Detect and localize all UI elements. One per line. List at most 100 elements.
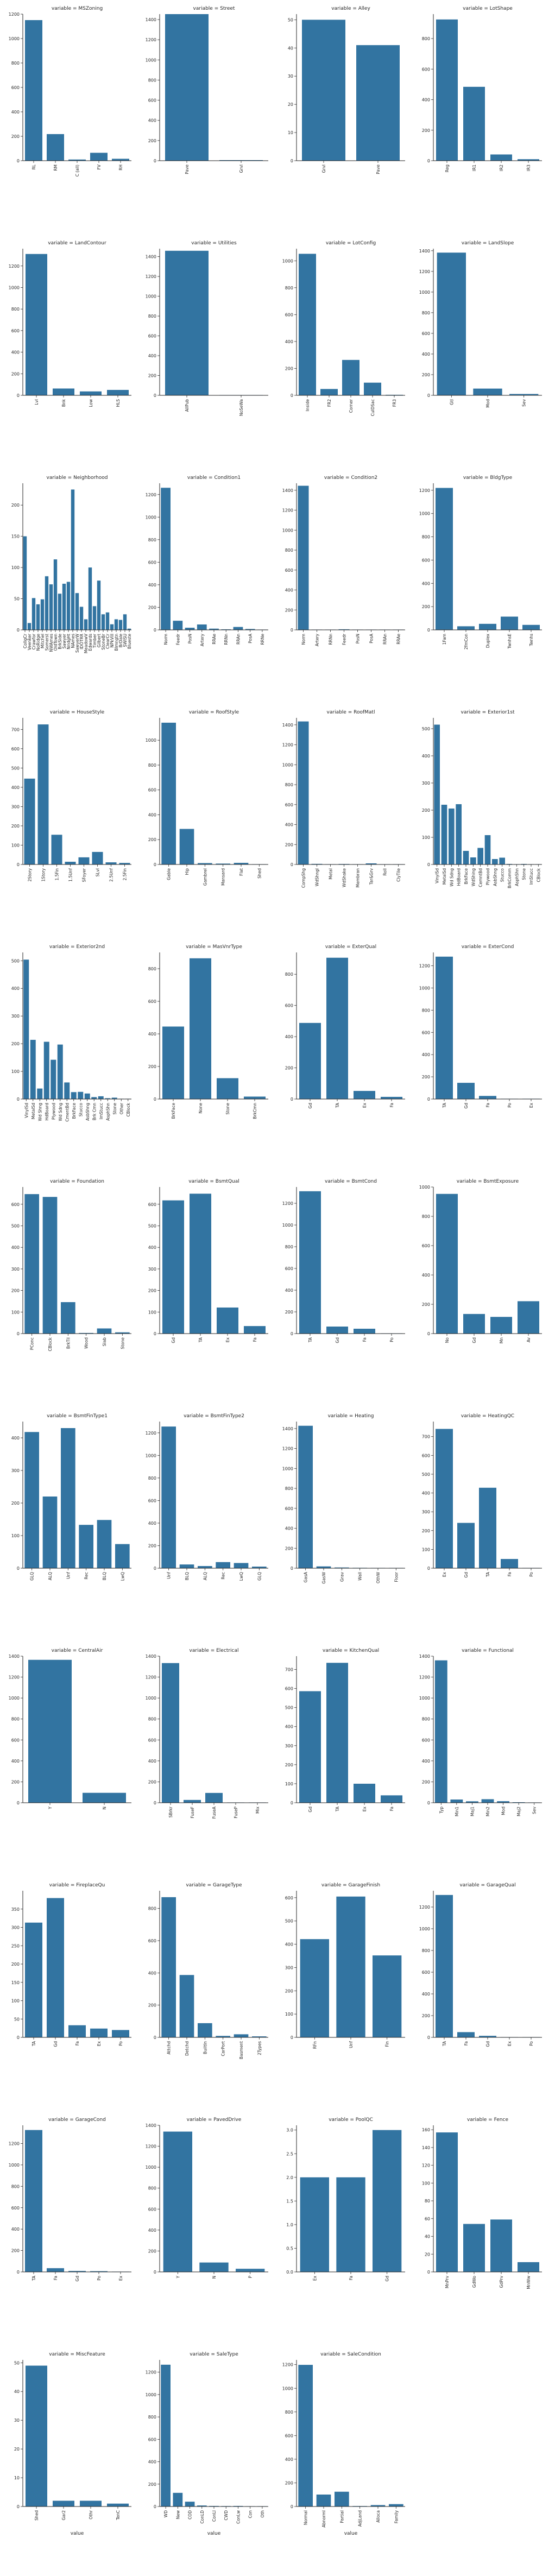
y-tick-label: 300: [422, 1510, 430, 1514]
bar-TA: [25, 2130, 42, 2272]
bar-Fa: [68, 2025, 86, 2037]
y-tick-label: 200: [422, 128, 430, 133]
facet-title: variable = HouseStyle: [50, 710, 105, 715]
x-tick-label: Corner: [349, 399, 354, 413]
facet-24: variable = BsmtExposure 0 200 400 600 800 1000…: [419, 1179, 542, 1343]
y-tick-label: 1200: [146, 37, 156, 42]
x-tick-label: Plywood: [51, 1103, 56, 1120]
y-tick-label: 1000: [146, 738, 156, 743]
y-tick-label: 800: [148, 314, 156, 319]
y-tick-label: 500: [11, 958, 20, 963]
x-tick-label: GLQ: [30, 1572, 35, 1581]
bar-ClearCr: [105, 612, 110, 630]
y-tick-label: 1000: [419, 1185, 430, 1190]
facet-title: variable = MiscFeature: [49, 2352, 105, 2357]
x-tick-label: Gd: [472, 1337, 477, 1343]
x-tick-label: Mix: [255, 1806, 260, 1814]
facet-title: variable = PoolQC: [329, 2117, 373, 2123]
x-tick-label: Ex: [312, 2275, 317, 2281]
bar-GasW: [316, 1566, 331, 1568]
y-tick-label: 0: [427, 862, 430, 867]
bar-Mansard: [216, 863, 230, 864]
y-tick-label: 20: [425, 2252, 430, 2257]
x-tick-label: Min1: [455, 1807, 459, 1816]
bar-BLQ: [179, 1564, 194, 1568]
y-tick-label: 1000: [9, 1696, 20, 1701]
x-tick-label: 1Story: [41, 868, 46, 881]
bar-Plywood: [51, 1059, 56, 1099]
x-tick-label: LwQ: [120, 1572, 125, 1581]
y-tick-label: 0: [291, 862, 293, 867]
x-tick-label: Alloca: [376, 2510, 381, 2523]
bar-Rec: [79, 1525, 93, 1568]
y-tick-label: 800: [285, 972, 293, 977]
x-tick-label: Edwards: [88, 634, 93, 651]
x-tick-label: Mn: [499, 1337, 504, 1343]
x-tick-label: Mod: [501, 1807, 506, 1815]
x-tick-label: Sawyer: [62, 633, 67, 649]
y-tick-label: 1.0: [286, 2223, 293, 2227]
x-tick-label: HdBoard: [45, 1103, 49, 1121]
bar-Rec: [216, 1562, 230, 1568]
x-tick-label: N: [102, 1807, 107, 1810]
y-tick-label: 200: [285, 1763, 293, 1767]
x-tick-label: FR2: [327, 399, 332, 407]
x-tick-label: Rec: [84, 1572, 89, 1580]
x-tick-label: Low: [89, 399, 93, 407]
bar-Normal: [298, 2365, 313, 2506]
x-tick-label: TA: [308, 1337, 313, 1343]
y-tick-label: 400: [285, 1034, 293, 1039]
y-tick-label: 400: [422, 1491, 430, 1496]
bar-Inside: [299, 254, 316, 395]
y-tick-label: 1400: [146, 2123, 156, 2128]
bar-FV: [90, 153, 108, 161]
y-tick-label: 0: [17, 2270, 20, 2275]
x-tick-label: ClyTile: [396, 868, 401, 882]
x-tick-label: BLQ: [102, 1572, 107, 1580]
bar-Stucco: [78, 1091, 84, 1099]
y-tick-label: 1200: [146, 2144, 156, 2149]
bar-TwnhsE: [501, 616, 518, 630]
y-tick-label: 0: [17, 159, 20, 163]
bar-Typ: [434, 1660, 447, 1803]
bar-SLvl: [92, 851, 103, 864]
facet-title: variable = Street: [193, 6, 235, 11]
facet-title: variable = Foundation: [50, 1179, 104, 1184]
y-tick-label: 800: [422, 1717, 430, 1722]
bar-NPkVill: [110, 624, 114, 630]
y-tick-label: 800: [148, 538, 156, 542]
y-tick-label: 20: [288, 102, 293, 107]
x-tick-label: MeadowV: [84, 633, 89, 653]
bar-Gd: [373, 2130, 402, 2272]
y-tick-label: 100: [148, 1310, 156, 1315]
facet-9: variable = Neighborhood 0 50 100 150 200 Collg…: [11, 475, 132, 653]
bar-Gd: [299, 1022, 321, 1099]
bar-GdPrv: [490, 2219, 512, 2272]
y-tick-label: 1400: [146, 1654, 156, 1659]
y-tick-label: 1200: [9, 264, 20, 269]
bar-AsphShn: [105, 1098, 111, 1099]
bar-SFoyer: [78, 857, 90, 864]
bar-Timber: [92, 606, 97, 630]
x-tick-label: Fa: [362, 1337, 367, 1342]
bar-Fin: [373, 1955, 402, 2037]
bar-MeadowV: [84, 619, 88, 630]
y-tick-label: 30: [288, 74, 293, 79]
facet-title: variable = GarageFinish: [321, 1883, 380, 1888]
y-tick-label: 400: [285, 1725, 293, 1729]
x-tick-label: Abnorml: [321, 2510, 326, 2528]
x-tick-label: NPkVill: [110, 634, 115, 648]
bar-Duplex: [479, 623, 496, 630]
y-tick-label: 0: [427, 1566, 430, 1571]
x-tick-label: Tar&Grv: [369, 868, 374, 885]
bar-2Types: [252, 2036, 267, 2037]
y-tick-label: 600: [422, 1030, 430, 1035]
bar-Ex: [436, 1429, 453, 1568]
bar-CulDSac: [364, 382, 381, 395]
x-tick-label: Crawfor: [31, 633, 36, 649]
y-tick-label: 200: [148, 2003, 156, 2008]
x-tick-label: BLQ: [185, 1572, 190, 1580]
y-tick-label: 40: [14, 2389, 20, 2394]
x-tick-label: Stucco: [500, 868, 505, 882]
facet-title: variable = BsmtFinType2: [184, 1413, 244, 1419]
